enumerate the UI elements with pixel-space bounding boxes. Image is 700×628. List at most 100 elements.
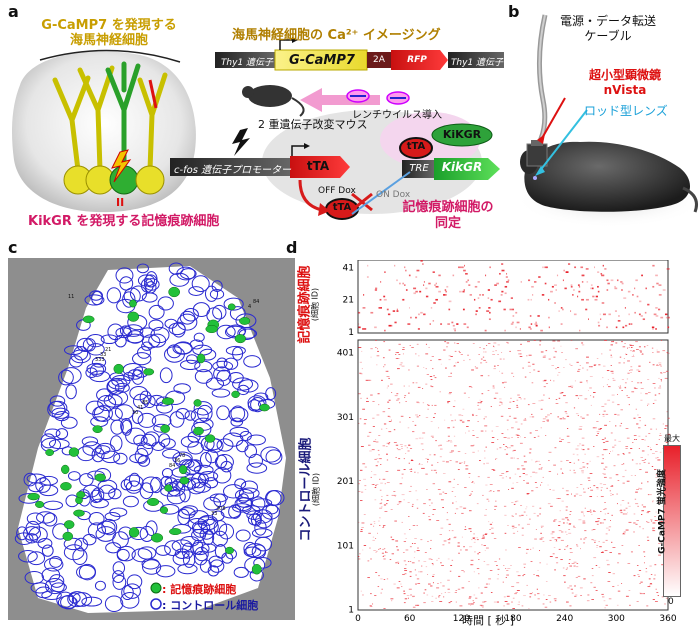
calcium-event [532,363,535,365]
calcium-event [437,359,441,361]
calcium-event [566,460,569,462]
calcium-event [400,362,403,364]
calcium-event [513,449,516,451]
calcium-event [449,538,451,539]
calcium-event [578,519,582,521]
calcium-event [501,473,505,474]
calcium-event [527,404,530,406]
calcium-event [377,532,379,534]
calcium-event [447,579,450,581]
calcium-event [621,545,624,546]
calcium-event [481,538,485,539]
calcium-event [492,354,496,355]
calcium-event [562,308,564,311]
calcium-event [649,583,653,585]
calcium-event [360,590,362,592]
calcium-event [425,473,428,475]
calcium-event [652,352,654,354]
cell-id-label: 11 [68,294,74,300]
calcium-event [555,557,558,559]
calcium-event [642,318,646,321]
calcium-event [647,446,650,447]
calcium-event [407,561,410,562]
calcium-event [652,522,656,524]
calcium-event [517,575,521,577]
calcium-event [562,417,564,418]
calcium-event [601,302,605,304]
calcium-event [483,561,486,562]
calcium-event [630,369,633,371]
calcium-event [463,359,465,361]
calcium-event [429,359,432,361]
calcium-event [379,548,381,550]
calcium-event [378,548,380,550]
calcium-event [425,295,429,298]
calcium-event [629,345,632,346]
calcium-event [582,520,586,522]
calcium-event [362,594,364,596]
calcium-event [627,347,629,349]
calcium-event [478,559,480,561]
calcium-event [531,413,533,415]
calcium-event [586,511,590,512]
calcium-event [655,274,658,277]
memory-cell-marker [62,531,74,541]
calcium-event [482,534,485,536]
memory-identification-line1: 記憶痕跡細胞の [402,200,494,215]
calcium-event [632,350,635,352]
calcium-event [514,501,517,503]
calcium-event [410,485,412,487]
calcium-event [395,399,399,401]
control-cell-outline [243,355,262,368]
calcium-event [440,499,444,501]
control-cell-outline [260,446,282,463]
calcium-event [538,276,541,278]
calcium-event [608,313,611,316]
calcium-event [635,503,639,505]
calcium-event [495,458,498,460]
calcium-event [582,522,586,524]
calcium-event [387,408,391,409]
calcium-event [413,287,417,290]
control-cell-outline [98,484,116,501]
calcium-event [426,489,428,490]
calcium-event [503,437,507,438]
calcium-event [565,509,568,511]
calcium-event [465,272,468,275]
calcium-event [416,604,420,606]
calcium-event [628,452,631,454]
calcium-event [402,347,405,348]
calcium-event [602,415,605,417]
calcium-event [661,521,664,523]
calcium-event [398,343,401,345]
bottom-y-tick-label: 401 [337,349,354,359]
calcium-event [493,601,497,603]
control-cell-outline [232,346,244,361]
calcium-event [601,593,604,595]
calcium-event [468,581,470,582]
calcium-event [601,551,604,553]
calcium-event [586,467,589,469]
calcium-event [561,352,563,354]
calcium-event [505,453,509,455]
control-cell-outline [188,510,210,525]
calcium-event [394,496,396,498]
rfp-label: RFP [407,55,427,65]
calcium-event [395,540,399,542]
calcium-event [438,290,441,293]
calcium-event [554,368,558,370]
calcium-event [505,446,508,447]
control-cell-outline [235,439,249,453]
calcium-event [370,394,373,396]
calcium-event [647,462,650,464]
calcium-event [508,489,510,490]
neuron-title-line1: G-CaMP7 を発現する [41,18,177,33]
calcium-event [456,323,459,325]
calcium-event [393,442,397,444]
calcium-event [539,340,542,342]
calcium-event [457,469,460,471]
memory-cell-marker [196,353,206,364]
calcium-event [580,266,584,269]
calcium-event [423,367,425,368]
calcium-event [600,511,602,512]
